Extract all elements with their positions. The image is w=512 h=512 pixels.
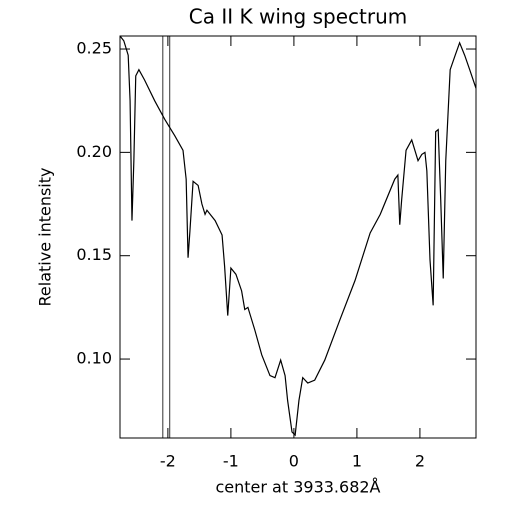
x-axis-label: center at 3933.682Å [215,478,380,497]
chart-title: Ca II K wing spectrum [189,5,408,29]
y-tick-label: 0.15 [76,245,112,264]
x-tick-label: 0 [289,452,299,471]
y-tick-label: 0.20 [76,142,112,161]
y-tick-label: 0.10 [76,349,112,368]
spectrum-line [119,35,477,437]
x-tick-label: 2 [415,452,425,471]
y-axis-label: Relative intensity [36,168,55,307]
y-tick-label: 0.25 [76,39,112,58]
x-tick-label: 1 [352,452,362,471]
x-tick-label: -1 [223,452,239,471]
x-tick-label: -2 [160,452,176,471]
plot-frame [119,35,477,439]
